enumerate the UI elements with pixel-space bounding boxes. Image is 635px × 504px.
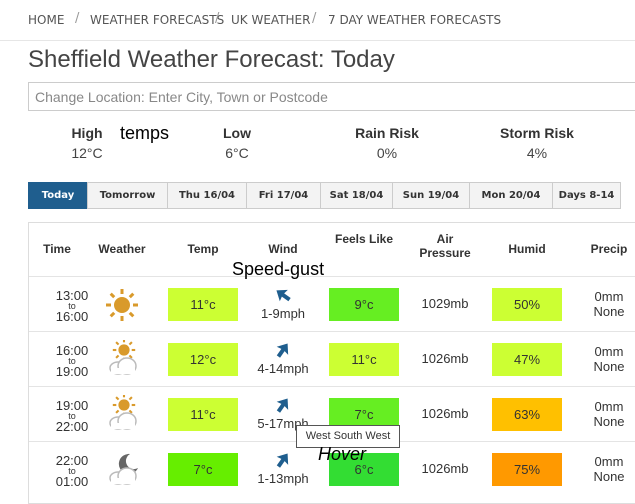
precip-text: 0mm — [594, 289, 624, 304]
day-tab[interactable]: Days 8-14 — [552, 182, 621, 209]
temp-cell: 11°c — [168, 288, 238, 321]
separator: / — [312, 11, 317, 26]
column-header: Temp — [187, 242, 219, 256]
breadcrumb-link[interactable]: UK WEATHER — [231, 13, 311, 27]
breadcrumb-link[interactable]: HOME — [28, 13, 65, 27]
precip-text: None — [593, 359, 625, 374]
pressure: 1026mb — [421, 461, 469, 476]
feels-cell: 6°c — [329, 453, 399, 486]
summary-label: Rain Risk — [355, 125, 419, 141]
search-input[interactable]: Change Location: Enter City, Town or Pos… — [28, 82, 635, 111]
day-tab[interactable]: Mon 20/04 — [469, 182, 553, 209]
column-header: Weather — [98, 242, 146, 256]
summary-label: Low — [223, 125, 251, 141]
wind-speed: 5-17mph — [257, 416, 309, 431]
day-tab[interactable]: Thu 16/04 — [167, 182, 247, 209]
summary-value: 6°C — [225, 145, 249, 161]
humid-cell: 75% — [492, 453, 562, 486]
temp-cell: 7°c — [168, 453, 238, 486]
precip-text: None — [593, 304, 625, 319]
weather-icon — [109, 395, 137, 430]
column-header: Precip — [590, 242, 628, 256]
weather-icon — [109, 453, 138, 485]
summary-label: High — [71, 125, 103, 141]
time-text: 22:00 — [55, 419, 89, 434]
precip-text: 0mm — [594, 399, 624, 414]
summary-value: 12°C — [71, 145, 103, 161]
time-text: to — [68, 466, 76, 476]
feels-cell: 9°c — [329, 288, 399, 321]
divider — [0, 40, 635, 41]
precip-text: 0mm — [594, 344, 624, 359]
day-tab[interactable]: Sat 18/04 — [320, 182, 393, 209]
time-text: 16:00 — [55, 343, 89, 358]
column-header: Humid — [508, 242, 546, 256]
time-text: 19:00 — [55, 364, 89, 379]
humid-cell: 50% — [492, 288, 562, 321]
separator: / — [215, 11, 220, 26]
temp-cell: 12°c — [168, 343, 238, 376]
wind-arrow[interactable] — [273, 395, 293, 415]
column-header: Air Pressure — [419, 232, 471, 260]
time-text: 13:00 — [55, 288, 89, 303]
tooltip: West South West — [296, 425, 400, 448]
time-text: 01:00 — [55, 474, 89, 489]
summary-value: 4% — [526, 145, 548, 161]
wind-speed: 1-9mph — [260, 306, 306, 321]
wind-speed: 4-14mph — [257, 361, 309, 376]
humid-cell: 63% — [492, 398, 562, 431]
annotation: Speed-gust — [232, 259, 325, 279]
day-tab[interactable]: Sun 19/04 — [392, 182, 470, 209]
wind-speed: 1-13mph — [257, 471, 309, 486]
breadcrumb-link[interactable]: WEATHER FORECASTS — [90, 13, 225, 27]
column-header: Wind — [268, 242, 298, 256]
time-text: to — [68, 301, 76, 311]
time-text: 16:00 — [55, 309, 89, 324]
pressure: 1026mb — [421, 406, 469, 421]
column-header: Feels Like — [334, 232, 394, 246]
time-text: to — [68, 356, 76, 366]
time-text: to — [68, 411, 76, 421]
page-title: Sheffield Weather Forecast: Today — [28, 46, 395, 73]
day-tab[interactable]: Today — [28, 182, 88, 209]
wind-arrow[interactable] — [273, 450, 293, 470]
pressure: 1029mb — [421, 296, 469, 311]
day-tab[interactable]: Tomorrow — [87, 182, 168, 209]
humid-cell: 47% — [492, 343, 562, 376]
feels-cell: 11°c — [329, 343, 399, 376]
annotation: temps — [120, 123, 170, 143]
summary-label: Storm Risk — [500, 125, 574, 141]
table-row: 13:00 to 16:00 11°c 1-9mph 9°c 1029mb 50% 0mm Non… — [29, 276, 635, 332]
precip-text: None — [593, 414, 625, 429]
summary-value: 0% — [376, 145, 398, 161]
time-text: 22:00 — [55, 453, 89, 468]
separator: / — [75, 11, 80, 26]
time-text: 19:00 — [55, 398, 89, 413]
pressure: 1026mb — [421, 351, 469, 366]
annotation: Hover — [318, 444, 367, 464]
day-tab[interactable]: Fri 17/04 — [246, 182, 321, 209]
weather-icon — [106, 289, 138, 321]
temp-cell: 11°c — [168, 398, 238, 431]
breadcrumb-link[interactable]: 7 DAY WEATHER FORECASTS — [328, 13, 502, 27]
wind-arrow[interactable] — [273, 340, 293, 360]
column-header: Time — [43, 242, 71, 256]
precip-text: None — [593, 469, 625, 484]
weather-icon — [109, 340, 137, 375]
precip-text: 0mm — [594, 454, 624, 469]
table-row: 16:00 to 19:00 12°c 4-14mph 11°c 1026mb 47% 0mm N… — [29, 331, 635, 387]
wind-arrow[interactable] — [273, 285, 293, 305]
